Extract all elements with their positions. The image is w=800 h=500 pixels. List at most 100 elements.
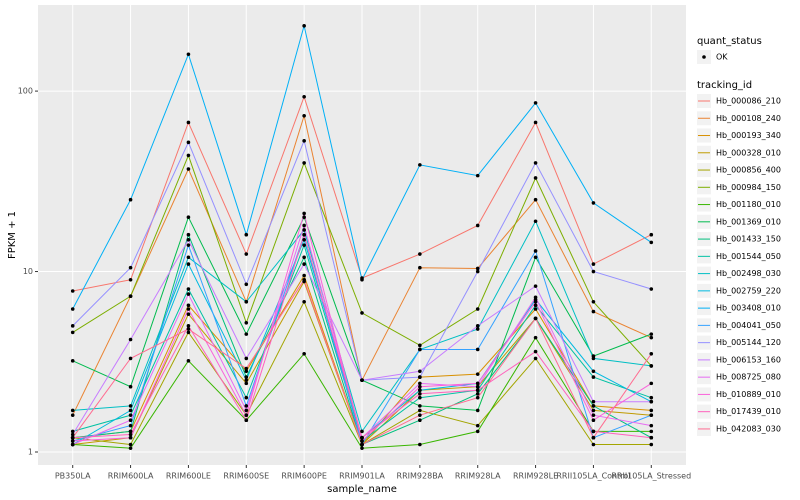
data-point xyxy=(475,324,480,328)
x-tick-label: RRIM928BA xyxy=(397,472,444,481)
data-point xyxy=(186,359,191,363)
data-point xyxy=(128,265,133,270)
data-point xyxy=(302,232,306,237)
data-point xyxy=(128,446,133,450)
legend-label: Hb_005144_120 xyxy=(716,338,781,347)
data-point xyxy=(418,265,422,270)
data-point xyxy=(244,320,249,325)
legend-label: Hb_004041_050 xyxy=(716,321,781,330)
data-point xyxy=(418,163,422,167)
data-point xyxy=(418,381,422,386)
data-point xyxy=(418,252,422,256)
data-point xyxy=(186,324,191,328)
data-point xyxy=(244,413,249,417)
legend-label: Hb_000856_400 xyxy=(716,166,781,175)
data-point xyxy=(533,161,538,165)
data-point xyxy=(591,435,596,440)
data-point xyxy=(302,161,306,165)
data-point xyxy=(533,219,538,224)
data-point xyxy=(186,287,191,291)
data-point xyxy=(360,442,364,447)
data-point xyxy=(591,408,596,413)
data-point xyxy=(418,347,422,352)
data-point xyxy=(302,299,306,304)
data-point xyxy=(649,352,654,356)
data-point xyxy=(302,277,306,282)
data-point xyxy=(360,378,364,382)
data-point xyxy=(649,429,654,434)
data-point xyxy=(475,223,480,228)
x-tick-label: RRII105LA_Stressed xyxy=(611,472,691,481)
data-point xyxy=(244,395,249,400)
data-point xyxy=(128,404,133,408)
y-tick-label: 10 xyxy=(23,267,33,276)
x-tick-label: RRIM600LA xyxy=(108,472,154,481)
legend-label: Hb_000193_340 xyxy=(716,131,781,140)
data-point xyxy=(649,399,654,404)
data-point xyxy=(186,307,191,311)
data-point xyxy=(186,52,191,57)
data-point xyxy=(128,294,133,299)
data-point xyxy=(418,413,422,417)
data-point xyxy=(302,139,306,143)
data-point xyxy=(244,232,249,237)
data-point xyxy=(591,356,596,361)
data-point xyxy=(533,176,538,180)
data-point xyxy=(591,413,596,417)
data-point xyxy=(533,303,538,308)
legend-label: Hb_001544_050 xyxy=(716,252,781,261)
data-point xyxy=(70,413,75,417)
data-point xyxy=(533,349,538,354)
data-point xyxy=(475,408,480,413)
data-point xyxy=(475,307,480,311)
data-point xyxy=(591,369,596,374)
legend-label: Hb_008725_080 xyxy=(716,373,781,382)
data-point xyxy=(418,418,422,423)
legend-label: Hb_000108_240 xyxy=(716,114,781,123)
data-point xyxy=(649,413,654,417)
data-point xyxy=(244,418,249,423)
data-point xyxy=(418,375,422,379)
data-point xyxy=(70,408,75,413)
x-tick-label: PB350LA xyxy=(55,472,91,481)
data-point xyxy=(591,309,596,314)
data-point xyxy=(533,335,538,340)
data-point xyxy=(302,228,306,232)
y-axis-title: FPKM + 1 xyxy=(7,211,18,259)
data-point xyxy=(475,173,480,178)
data-point xyxy=(186,215,191,220)
legend-title: tracking_id xyxy=(697,80,752,91)
data-point xyxy=(70,429,75,434)
data-point xyxy=(186,120,191,125)
data-point xyxy=(186,232,191,237)
data-point xyxy=(475,423,480,428)
data-point xyxy=(128,277,133,282)
data-point xyxy=(591,429,596,434)
data-point xyxy=(475,266,480,271)
x-tick-label: RRIM600PE xyxy=(281,472,327,481)
x-tick-label: RRIM928LA xyxy=(455,472,501,481)
data-point xyxy=(70,289,75,293)
data-point xyxy=(649,423,654,428)
data-point xyxy=(128,408,133,413)
data-point xyxy=(533,255,538,260)
data-point xyxy=(186,312,191,317)
data-point xyxy=(475,395,480,400)
legend-label: Hb_002498_030 xyxy=(716,269,781,278)
x-axis-title: sample_name xyxy=(327,484,397,495)
data-point xyxy=(475,269,480,274)
data-point xyxy=(244,404,249,408)
data-point xyxy=(244,252,249,256)
status-legend-title: quant_status xyxy=(697,36,762,47)
legend-label: Hb_000086_210 xyxy=(716,97,781,106)
data-point xyxy=(128,337,133,342)
data-point xyxy=(186,153,191,158)
data-point xyxy=(244,356,249,361)
legend-label: Hb_001433_150 xyxy=(716,235,781,244)
data-point xyxy=(591,201,596,205)
data-point xyxy=(649,435,654,440)
legend-label: Hb_006153_160 xyxy=(716,355,781,364)
data-point xyxy=(475,388,480,392)
data-point xyxy=(360,311,364,315)
